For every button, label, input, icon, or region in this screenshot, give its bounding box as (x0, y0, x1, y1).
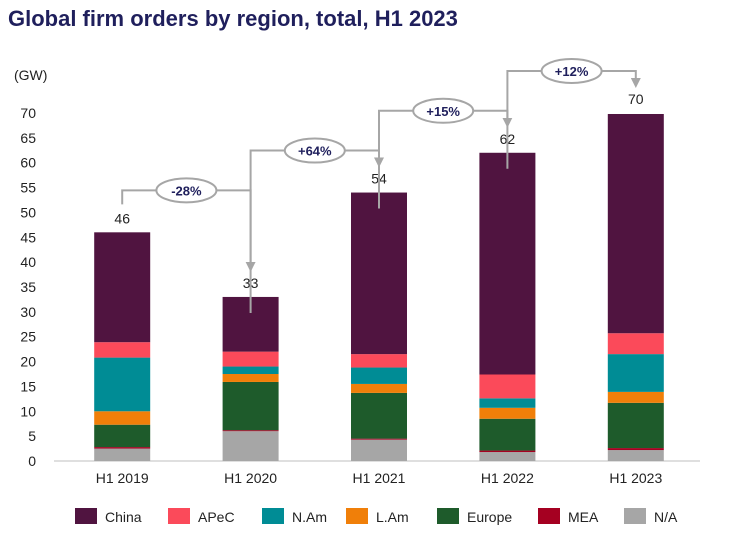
bar-segment-mea-h1-2019 (94, 447, 151, 449)
growth-label-bubble (540, 58, 603, 84)
bar-segment-lam-h1-2021 (351, 383, 407, 393)
bar-segment-nam-h1-2022 (479, 398, 536, 408)
bar-segment-lam-h1-2022 (479, 407, 536, 419)
legend-swatch-europe (437, 508, 459, 524)
legend-swatch-mea (538, 508, 560, 524)
y-tick-label: 40 (20, 254, 36, 270)
y-tick-label: 25 (20, 329, 36, 345)
bar-segment-europe-h1-2019 (94, 424, 151, 448)
bar-segment-na-h1-2023 (607, 450, 664, 461)
bar-segment-nam-h1-2021 (351, 367, 407, 384)
bar-segment-china-h1-2023 (607, 113, 664, 334)
bar-segment-europe-h1-2022 (479, 418, 536, 451)
bar-segment-nam-h1-2023 (607, 354, 664, 392)
bar-segment-lam-h1-2020 (222, 374, 279, 382)
bar-segment-apec-h1-2021 (351, 354, 407, 368)
y-tick-label: 70 (20, 105, 36, 121)
bar-segment-china-h1-2019 (94, 232, 151, 343)
bar-segment-na-h1-2019 (94, 448, 151, 461)
bar-segment-apec-h1-2023 (607, 333, 664, 355)
legend-label: APeC (198, 509, 235, 525)
growth-percent-label: +12% (555, 64, 589, 79)
bar-total-label: 70 (628, 91, 644, 107)
legend-label: MEA (568, 509, 599, 525)
legend: China APeC N.Am L.Am Europe MEA N/A (75, 508, 678, 525)
y-tick-label: 65 (20, 130, 36, 146)
legend-swatch-china (75, 508, 97, 524)
y-tick-label: 35 (20, 279, 36, 295)
bar-segment-lam-h1-2019 (94, 411, 151, 425)
y-tick-label: 30 (20, 304, 36, 320)
bar-segment-mea-h1-2023 (607, 448, 664, 451)
bar-total-label: 46 (114, 210, 130, 226)
bar-segment-china-h1-2021 (351, 192, 407, 355)
growth-percent-label: +15% (426, 104, 460, 119)
x-tick-label: H1 2023 (609, 470, 662, 486)
bar-segment-apec-h1-2020 (222, 351, 279, 367)
growth-label-bubble (283, 137, 346, 164)
bar-segment-mea-h1-2022 (479, 450, 536, 453)
y-tick-label: 60 (20, 155, 36, 171)
bar-segment-europe-h1-2023 (607, 402, 664, 449)
bar-segment-mea-h1-2021 (351, 438, 407, 440)
y-tick-label: 10 (20, 403, 36, 419)
legend-swatch-lam (346, 508, 368, 524)
x-tick-label: H1 2021 (353, 470, 406, 486)
y-tick-label: 50 (20, 204, 36, 220)
y-tick-label: 55 (20, 180, 36, 196)
y-tick-label: 5 (28, 428, 36, 444)
bar-segment-apec-h1-2022 (479, 374, 536, 399)
bar-segment-lam-h1-2023 (607, 391, 664, 403)
legend-swatch-na (624, 508, 646, 524)
y-tick-label: 0 (28, 453, 36, 469)
bar-segment-nam-h1-2020 (222, 366, 279, 374)
bar-segment-europe-h1-2021 (351, 392, 407, 439)
bar-segment-na-h1-2022 (479, 452, 536, 461)
growth-percent-label: -28% (171, 183, 202, 198)
y-axis-unit-label: (GW) (14, 67, 47, 83)
chart-title: Global firm orders by region, total, H1 … (8, 6, 458, 31)
axis-layer: 0 5 10 15 20 25 30 35 40 45 50 55 60 65 70 (20, 105, 700, 469)
legend-label: China (105, 509, 142, 525)
x-tick-label: H1 2022 (481, 470, 534, 486)
legend-label: Europe (467, 509, 512, 525)
x-tick-label: H1 2020 (224, 470, 277, 486)
x-tick-label: H1 2019 (96, 470, 149, 486)
bar-segment-apec-h1-2019 (94, 342, 151, 358)
legend-label: N/A (654, 509, 678, 525)
bar-segment-europe-h1-2020 (222, 381, 279, 431)
y-tick-label: 45 (20, 229, 36, 245)
legend-label: L.Am (376, 509, 409, 525)
growth-label-bubble (412, 97, 475, 124)
bar-segment-na-h1-2021 (351, 439, 407, 461)
legend-swatch-apec (168, 508, 190, 524)
y-tick-label: 20 (20, 354, 36, 370)
growth-annotations: -28% +64% +15% +12% (121, 58, 641, 313)
legend-swatch-nam (262, 508, 284, 524)
legend-label: N.Am (292, 509, 327, 525)
bar-segment-nam-h1-2019 (94, 357, 151, 412)
growth-label-bubble (155, 177, 218, 204)
bar-segment-mea-h1-2020 (222, 430, 279, 432)
y-tick-label: 15 (20, 378, 36, 394)
growth-percent-label: +64% (298, 144, 332, 159)
bar-segment-china-h1-2022 (479, 152, 536, 375)
bar-segment-na-h1-2020 (222, 431, 279, 461)
